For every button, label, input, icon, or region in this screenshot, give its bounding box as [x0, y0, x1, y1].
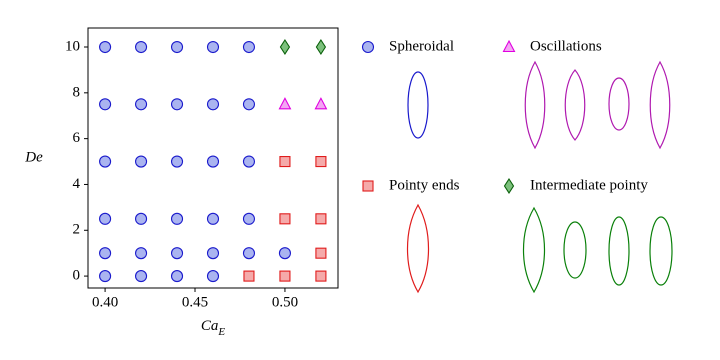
- point: [242, 40, 256, 54]
- point: [99, 155, 112, 168]
- x-axis-label-main: Ca: [201, 318, 219, 334]
- point: [99, 270, 112, 283]
- y-tick-label: 6: [73, 130, 81, 146]
- pointy-shape: [406, 203, 430, 294]
- y-tick-label: 2: [73, 222, 81, 238]
- point: [135, 155, 148, 168]
- intermediate-shape: [649, 216, 673, 286]
- legend-marker: [502, 39, 516, 53]
- point: [279, 213, 291, 225]
- point: [99, 247, 112, 260]
- legend-label: Pointy ends: [389, 177, 460, 193]
- y-tick-label: 0: [73, 268, 81, 284]
- point: [206, 270, 220, 283]
- spheroid-shape: [407, 71, 429, 139]
- point: [206, 40, 220, 54]
- y-tick-label: 8: [73, 84, 81, 100]
- point: [170, 270, 184, 283]
- legend-label: Oscillations: [530, 38, 602, 54]
- point: [206, 247, 220, 260]
- point: [99, 212, 112, 225]
- point: [135, 212, 148, 225]
- point: [170, 98, 184, 111]
- point: [206, 98, 220, 111]
- intermediate-shape: [563, 221, 587, 279]
- y-tick-label: 4: [73, 176, 81, 192]
- shape-illustrations: [406, 60, 673, 294]
- point: [135, 270, 148, 283]
- oscillation-shape: [564, 69, 586, 141]
- point: [242, 247, 256, 260]
- point: [314, 97, 328, 110]
- point: [206, 155, 220, 168]
- point: [99, 98, 112, 111]
- legend-marker: [361, 40, 375, 54]
- legend-marker: [503, 177, 515, 195]
- oscillation-shape: [608, 77, 630, 131]
- intermediate-shape: [522, 206, 546, 294]
- x-tick-label: 0.45: [182, 294, 208, 310]
- point: [278, 247, 291, 260]
- point: [135, 98, 148, 111]
- point: [170, 247, 184, 260]
- x-axis-label-sub: E: [217, 326, 225, 338]
- point: [315, 38, 327, 56]
- plot-frame: [87, 27, 339, 289]
- point: [170, 40, 184, 54]
- point: [170, 212, 184, 225]
- x-tick-label: 0.40: [92, 294, 118, 310]
- point: [135, 247, 148, 260]
- point: [315, 213, 327, 225]
- legend-marker: [362, 180, 374, 192]
- point: [242, 98, 256, 111]
- x-tick-label: 0.50: [272, 294, 298, 310]
- point: [315, 247, 327, 259]
- point: [279, 156, 291, 168]
- point: [315, 270, 327, 282]
- legend-label: Spheroidal: [389, 38, 454, 54]
- point: [315, 156, 327, 168]
- oscillation-shape: [649, 60, 671, 150]
- point: [135, 40, 148, 54]
- y-tick-label: 10: [65, 38, 80, 54]
- point: [243, 270, 255, 282]
- point: [242, 212, 256, 225]
- legend-label: Intermediate pointy: [530, 177, 648, 193]
- point: [99, 40, 112, 54]
- point: [242, 155, 256, 168]
- point: [278, 97, 292, 110]
- x-axis-label: CaE: [201, 318, 226, 337]
- oscillation-shape: [524, 60, 546, 150]
- y-axis-label: De: [24, 149, 43, 165]
- point: [206, 212, 220, 225]
- point: [279, 38, 291, 56]
- intermediate-shape: [608, 216, 630, 286]
- point: [170, 155, 184, 168]
- point: [279, 270, 291, 282]
